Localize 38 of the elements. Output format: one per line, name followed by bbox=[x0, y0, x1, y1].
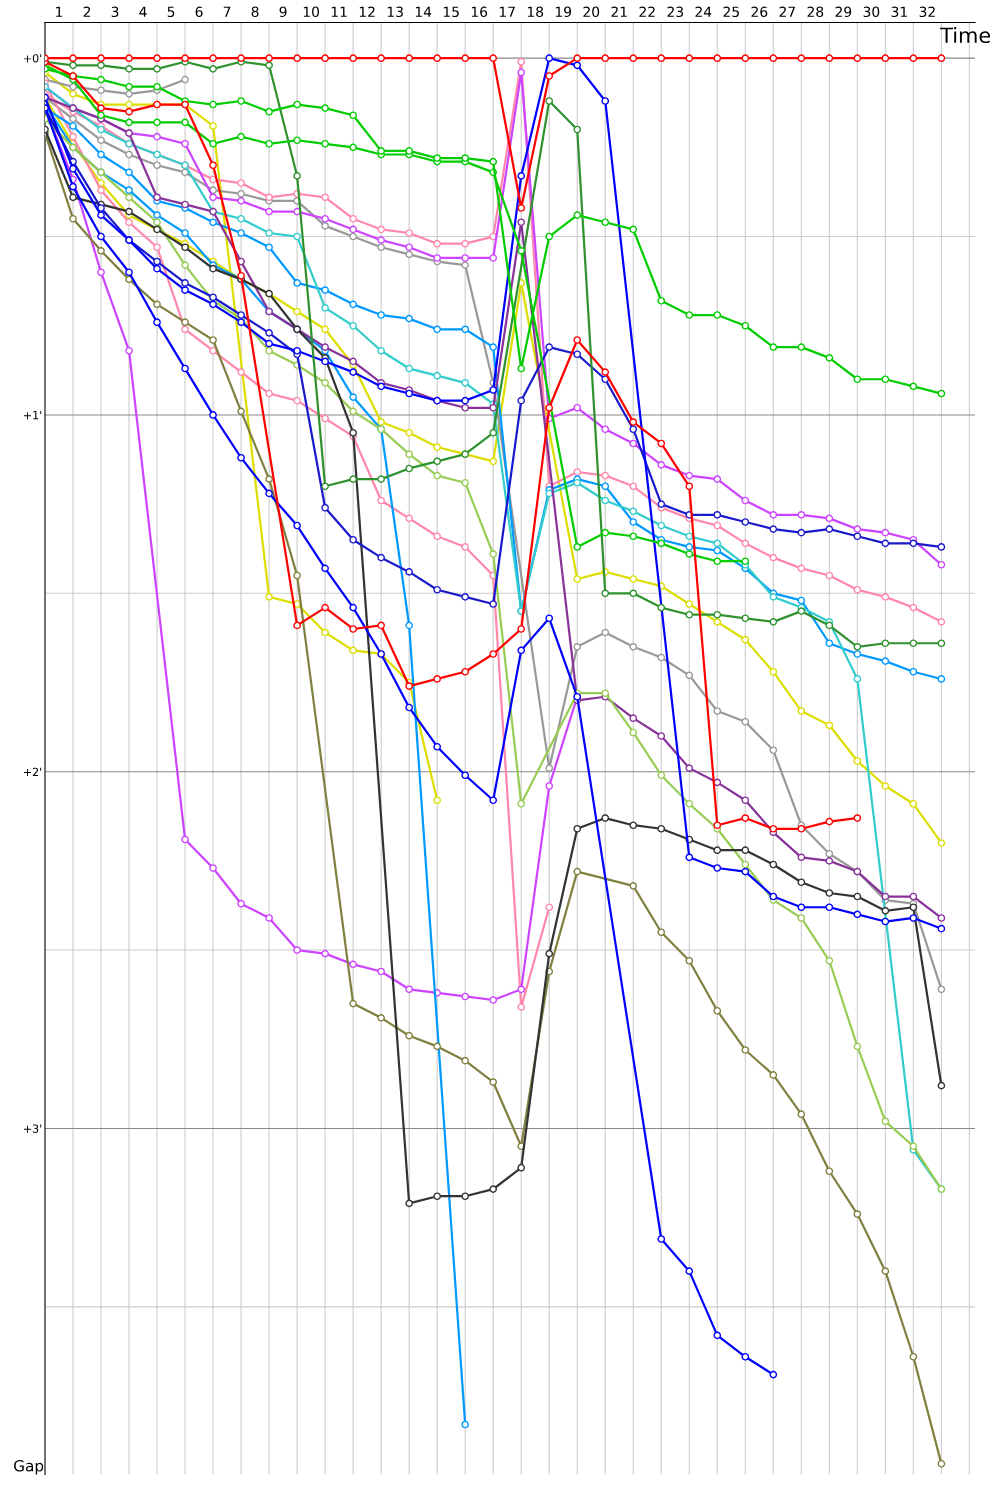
y-tick-label: +2' bbox=[23, 767, 42, 776]
x-tick-label: 26 bbox=[751, 6, 768, 18]
y-tick-label: +0' bbox=[23, 54, 42, 63]
x-axis-title: Time bbox=[940, 27, 991, 44]
x-tick-label: 27 bbox=[779, 6, 795, 17]
y-tick-label: +3' bbox=[23, 1124, 42, 1133]
x-tick-label: 30 bbox=[863, 6, 880, 18]
x-tick-label: 31 bbox=[891, 6, 907, 18]
x-tick-label: 18 bbox=[527, 6, 544, 18]
y-axis-title: Gap bbox=[14, 1459, 44, 1475]
x-tick-label: 7 bbox=[223, 6, 231, 17]
x-tick-label: 4 bbox=[139, 6, 147, 17]
x-tick-label: 2 bbox=[83, 6, 91, 17]
x-tick-label: 23 bbox=[667, 6, 683, 18]
x-tick-label: 16 bbox=[471, 6, 488, 18]
x-tick-label: 20 bbox=[583, 6, 600, 18]
x-tick-label: 10 bbox=[303, 6, 320, 18]
x-tick-label: 11 bbox=[331, 6, 347, 17]
x-tick-label: 17 bbox=[499, 6, 515, 17]
x-tick-label: 5 bbox=[167, 6, 175, 18]
x-tick-label: 15 bbox=[443, 6, 459, 18]
x-tick-label: 25 bbox=[723, 6, 739, 18]
x-tick-label: 12 bbox=[359, 6, 375, 17]
x-tick-label: 24 bbox=[695, 6, 712, 17]
x-tick-label: 1 bbox=[56, 6, 63, 17]
x-tick-label: 6 bbox=[195, 6, 203, 18]
x-tick-label: 8 bbox=[251, 6, 259, 18]
x-tick-label: 14 bbox=[415, 6, 432, 17]
x-tick-label: 19 bbox=[555, 6, 572, 18]
x-tick-label: 3 bbox=[111, 6, 119, 18]
x-tick-label: 28 bbox=[807, 6, 824, 18]
x-tick-label: 32 bbox=[919, 6, 935, 18]
x-tick-label: 22 bbox=[639, 6, 655, 17]
x-tick-label: 9 bbox=[279, 6, 287, 18]
x-tick-label: 29 bbox=[835, 6, 852, 18]
y-tick-label: +1' bbox=[23, 411, 42, 420]
x-tick-label: 21 bbox=[611, 6, 627, 17]
x-tick-label: 13 bbox=[387, 6, 403, 18]
